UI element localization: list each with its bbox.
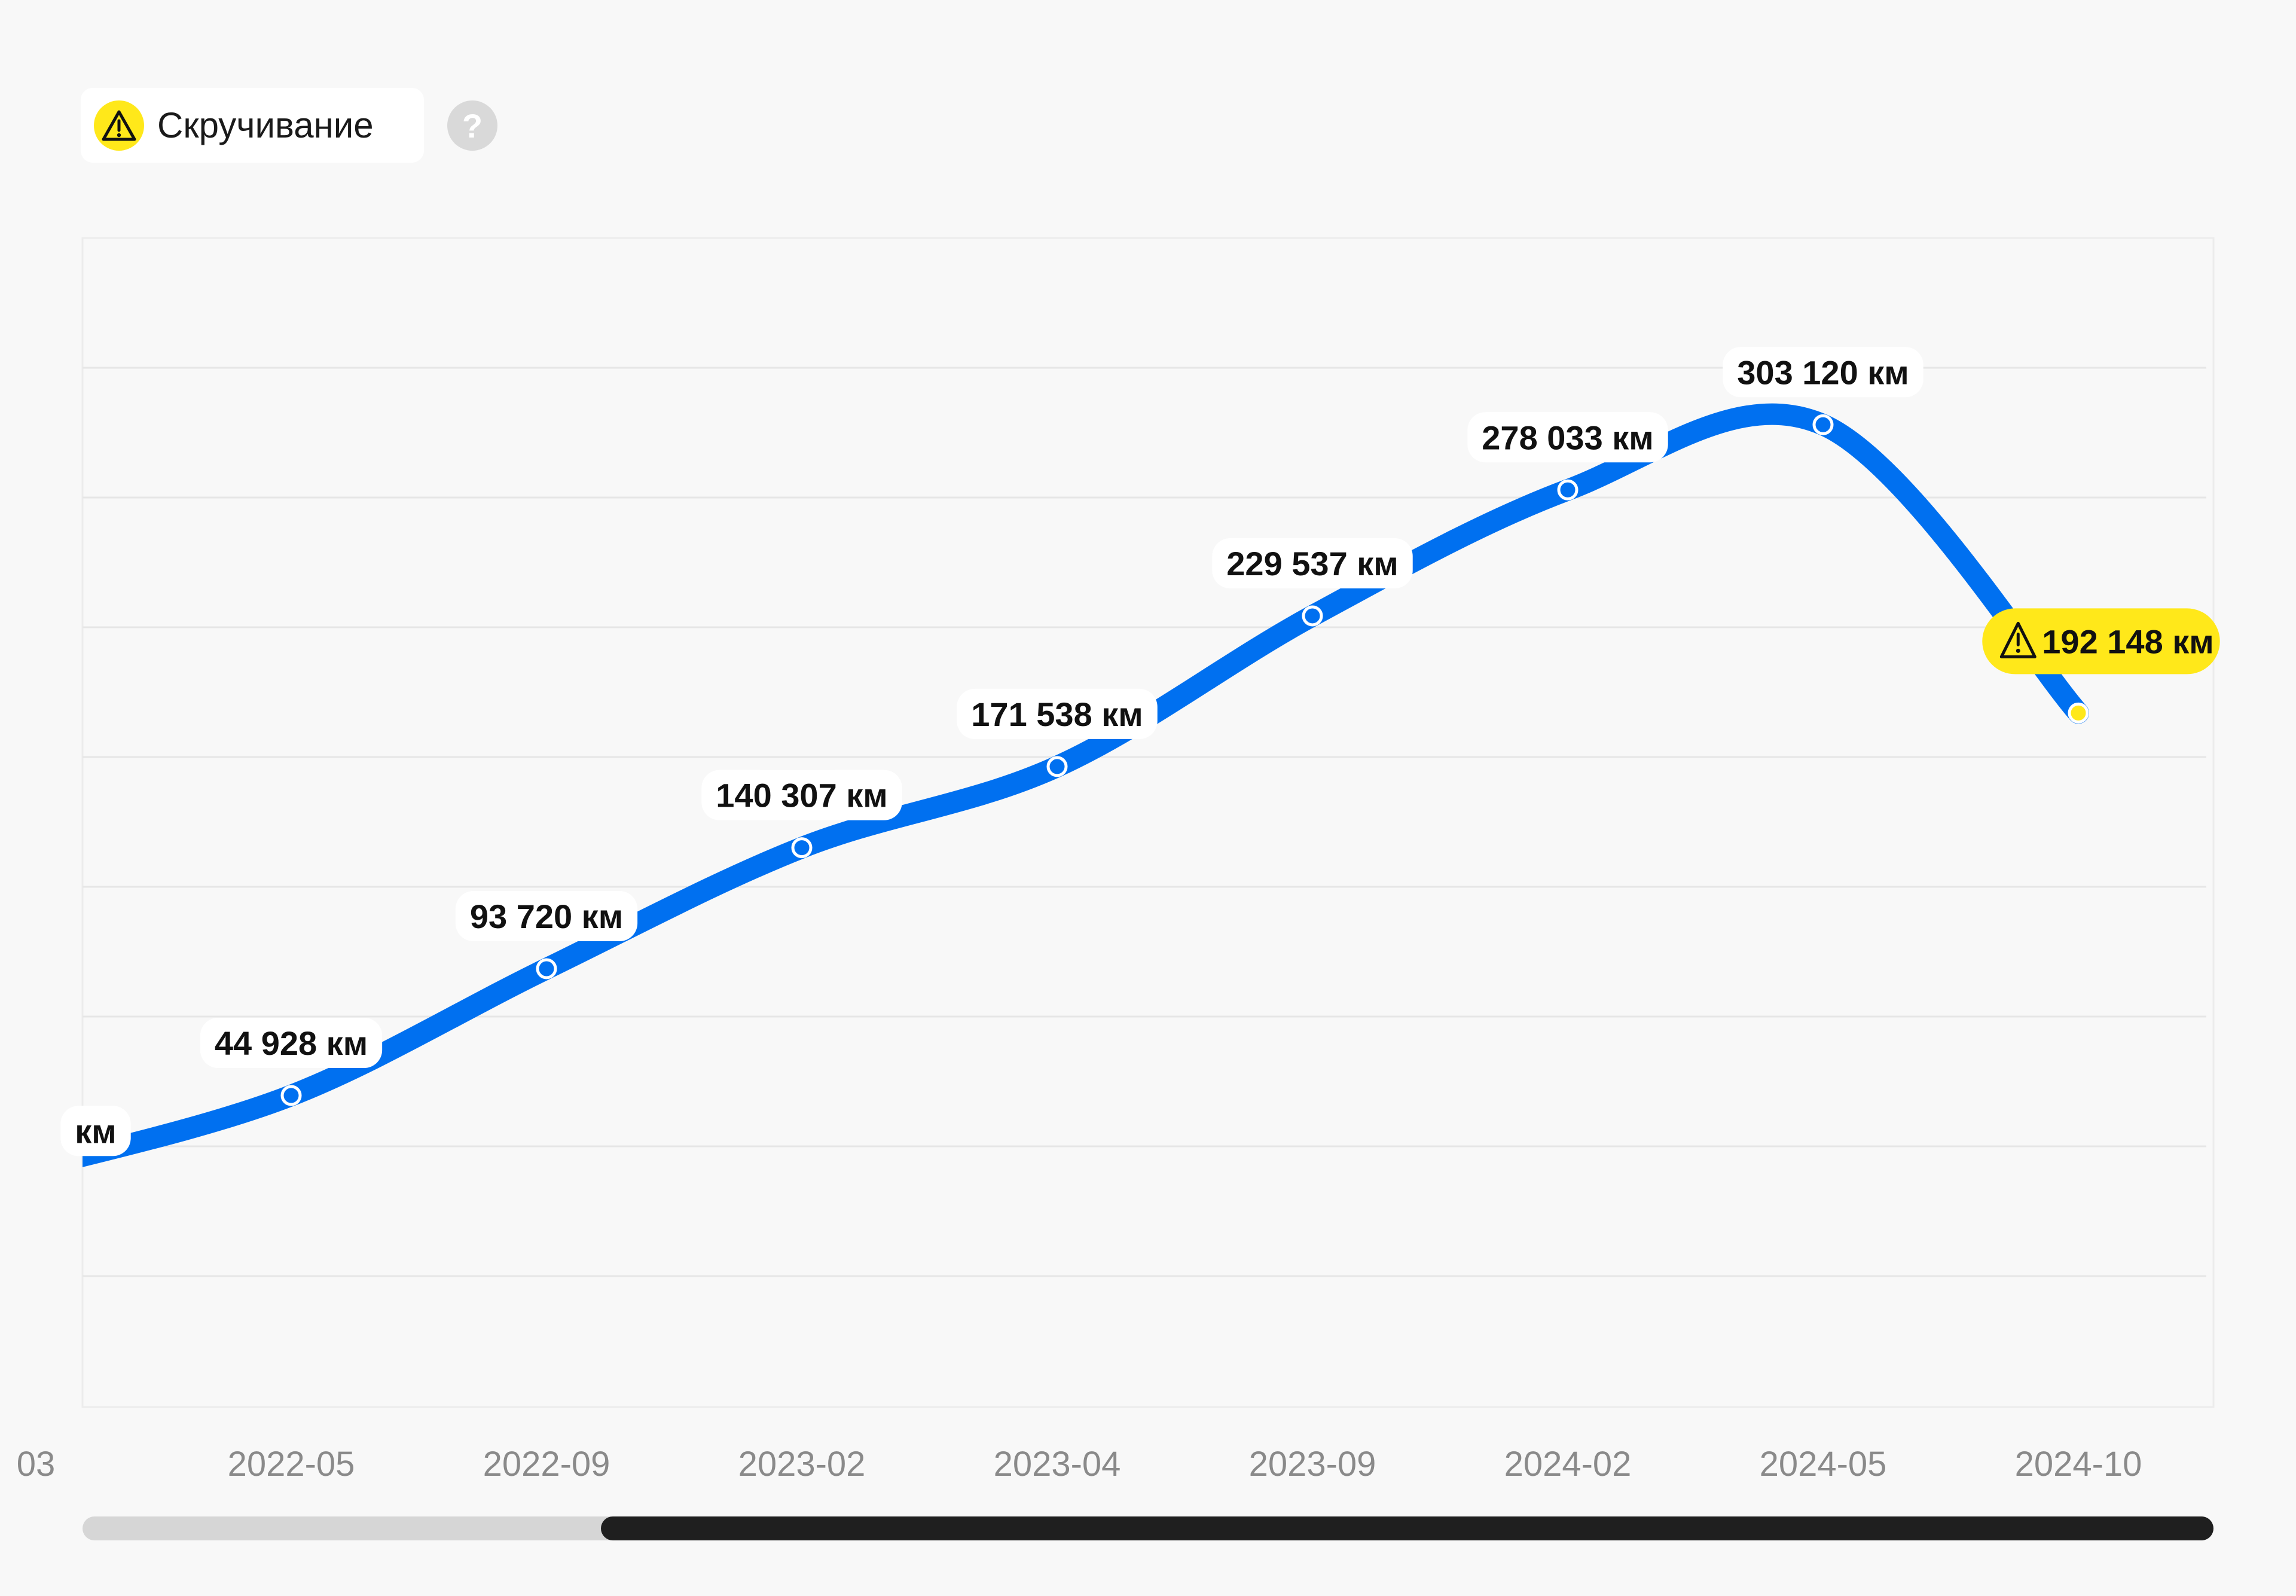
rollback-badge: Скручивание — [81, 88, 424, 163]
warning-icon — [94, 100, 144, 151]
data-label-background — [701, 770, 902, 820]
data-point[interactable] — [1812, 414, 1834, 435]
data-point[interactable] — [1557, 479, 1578, 501]
x-tick-label[interactable]: 2024-10 — [2015, 1445, 2142, 1484]
data-label-text: км — [75, 1112, 116, 1150]
data-point-warning[interactable] — [2068, 702, 2089, 724]
data-label: 303 120 км — [1723, 347, 1923, 398]
x-tick-label[interactable]: 2022-09 — [483, 1445, 610, 1484]
data-label: 93 720 км — [455, 891, 638, 942]
data-label-text: 93 720 км — [470, 898, 623, 935]
data-label-background — [1212, 538, 1413, 588]
data-point[interactable] — [280, 1085, 302, 1106]
x-tick-label[interactable]: 2023-04 — [994, 1445, 1121, 1484]
data-label-text: 229 537 км — [1226, 545, 1398, 582]
data-label-background — [1723, 347, 1923, 398]
scrollbar-thumb[interactable] — [601, 1516, 2213, 1540]
x-tick-label[interactable]: 03 — [17, 1445, 56, 1484]
x-tick-label[interactable]: 2023-02 — [738, 1445, 866, 1484]
data-label-background — [60, 1106, 131, 1156]
data-point[interactable] — [791, 837, 813, 859]
data-label-background — [200, 1017, 383, 1068]
data-label-text: 278 033 км — [1482, 419, 1653, 456]
data-label-background — [1982, 608, 2220, 675]
help-icon[interactable]: ? — [447, 100, 497, 151]
data-points[interactable] — [280, 414, 2089, 1106]
x-axis-ticks[interactable]: 03 2022-05 2022-09 2023-02 2023-04 2023-09 202… — [17, 1445, 2142, 1484]
data-label-text: 140 307 км — [716, 777, 887, 814]
data-label: 229 537 км — [1212, 538, 1413, 588]
data-label: км — [60, 1106, 131, 1156]
data-point[interactable] — [1046, 756, 1068, 777]
x-tick-label[interactable]: 2024-05 — [1760, 1445, 1887, 1484]
data-label-background — [455, 891, 638, 942]
gridlines — [83, 367, 2206, 1277]
warning-icon — [1999, 621, 2037, 658]
x-tick-label[interactable]: 2024-02 — [1504, 1445, 1632, 1484]
data-labels: км 44 928 км 93 720 км 140 307 км 171 538 км… — [60, 347, 2220, 1156]
data-label-text: 171 538 км — [971, 695, 1143, 733]
data-label-background — [957, 688, 1158, 739]
data-label: 44 928 км — [200, 1017, 383, 1068]
data-label-text: 44 928 км — [215, 1024, 368, 1062]
data-label-warning: 192 148 км — [1982, 608, 2220, 675]
data-point[interactable] — [536, 958, 557, 979]
data-label-text: 303 120 км — [1737, 353, 1909, 391]
badge-label: Скручивание — [157, 105, 374, 145]
data-label-background — [1467, 412, 1668, 463]
data-label: 140 307 км — [701, 770, 902, 820]
x-tick-label[interactable]: 2023-09 — [1249, 1445, 1376, 1484]
data-label-text: 192 148 км — [2042, 622, 2213, 660]
data-label: 171 538 км — [957, 688, 1158, 739]
help-symbol: ? — [462, 106, 483, 145]
mileage-series-line — [83, 403, 2089, 1167]
data-point[interactable] — [1302, 605, 1323, 627]
data-label: 278 033 км — [1467, 412, 1668, 463]
warning-icon-dot — [2016, 648, 2020, 653]
plot-area — [81, 237, 2215, 1408]
x-tick-label[interactable]: 2022-05 — [228, 1445, 355, 1484]
